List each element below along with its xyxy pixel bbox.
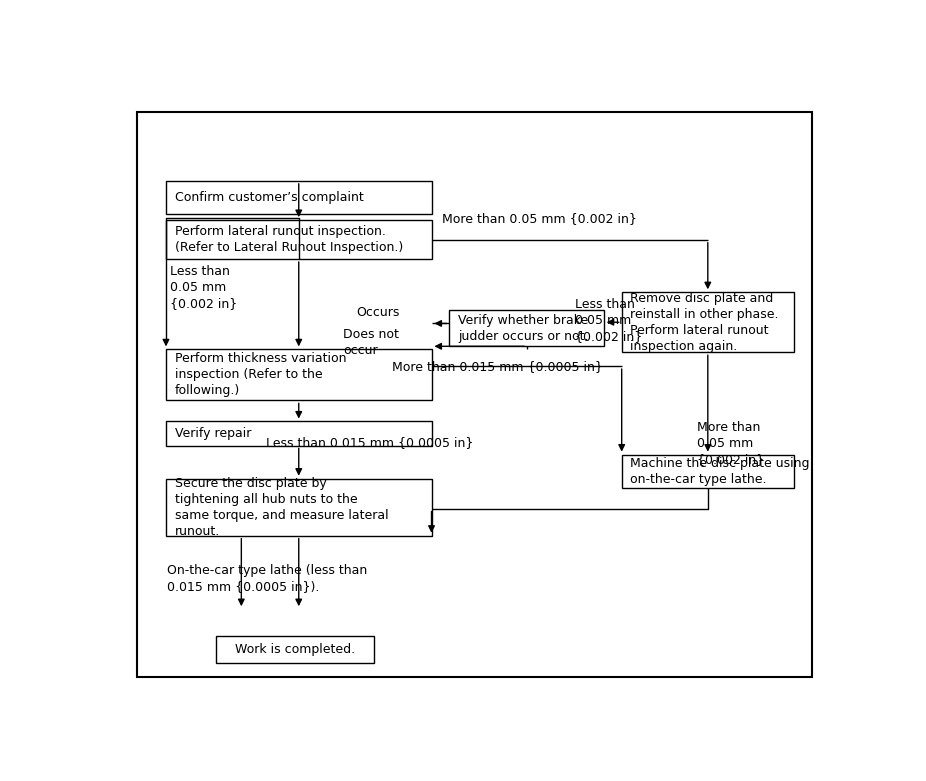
Text: Work is completed.: Work is completed.	[235, 644, 356, 656]
Text: More than 0.015 mm {0.0005 in}: More than 0.015 mm {0.0005 in}	[392, 359, 603, 373]
Text: Machine the disc plate using
on-the-car type lathe.: Machine the disc plate using on-the-car …	[631, 457, 810, 486]
Text: Secure the disc plate by
tightening all hub nuts to the
same torque, and measure: Secure the disc plate by tightening all …	[175, 476, 388, 537]
Bar	[217, 637, 374, 663]
Text: More than
0.05 mm
{0.002 in}: More than 0.05 mm {0.002 in}	[697, 422, 764, 466]
Text: Less than
0.05 mm
{0.002 in}: Less than 0.05 mm {0.002 in}	[169, 265, 237, 310]
Bar	[166, 181, 432, 214]
Text: More than 0.05 mm {0.002 in}: More than 0.05 mm {0.002 in}	[443, 212, 637, 225]
Text: Perform lateral runout inspection.
(Refer to Lateral Runout Inspection.): Perform lateral runout inspection. (Refe…	[175, 225, 403, 254]
Bar	[621, 292, 794, 352]
Bar	[449, 310, 604, 346]
Bar	[166, 349, 432, 401]
Bar	[166, 422, 432, 445]
Bar	[166, 220, 432, 259]
Bar	[621, 455, 794, 487]
Text: Remove disc plate and
reinstall in other phase.
Perform lateral runout
inspectio: Remove disc plate and reinstall in other…	[631, 292, 779, 353]
Text: Does not
occur: Does not occur	[344, 328, 399, 357]
Text: Occurs: Occurs	[356, 305, 399, 319]
Text: Less than
0.05 mm
{0.002 in}: Less than 0.05 mm {0.002 in}	[575, 298, 643, 343]
Bar	[166, 479, 432, 536]
Text: Verify repair: Verify repair	[175, 427, 251, 440]
Text: Perform thickness variation
inspection (Refer to the
following.): Perform thickness variation inspection (…	[175, 352, 346, 398]
Text: Less than 0.015 mm {0.0005 in}: Less than 0.015 mm {0.0005 in}	[267, 437, 474, 450]
Text: Verify whether brake
judder occurs or not.: Verify whether brake judder occurs or no…	[458, 314, 589, 343]
Text: Confirm customer’s complaint: Confirm customer’s complaint	[175, 191, 363, 204]
Text: On-the-car type lathe (less than
0.015 mm {0.0005 in}).: On-the-car type lathe (less than 0.015 m…	[168, 564, 368, 593]
